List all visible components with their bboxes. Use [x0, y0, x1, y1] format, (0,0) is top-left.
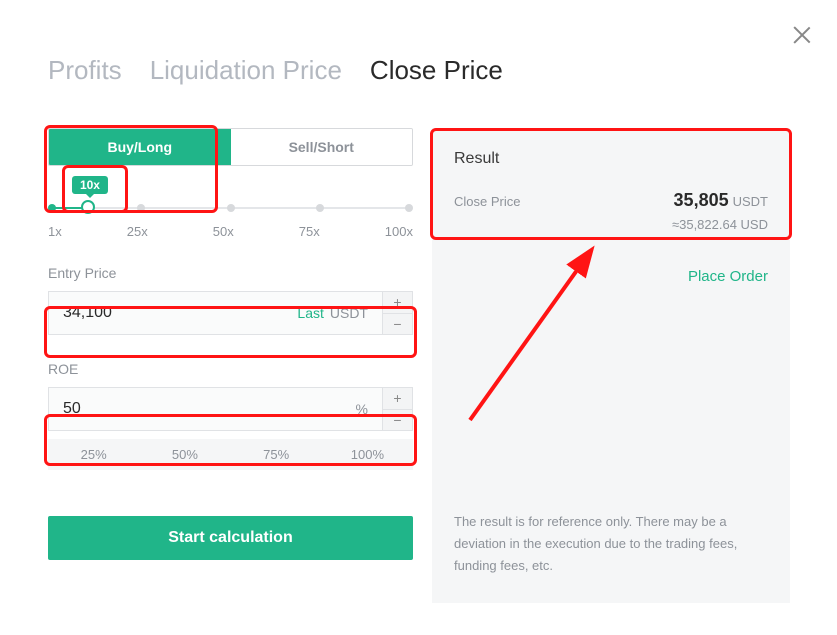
- entry-price-minus[interactable]: −: [383, 314, 412, 335]
- input-column: Buy/Long Sell/Short 10x 1x 25x 50x 75x 1…: [48, 128, 413, 560]
- result-disclaimer: The result is for reference only. There …: [454, 511, 768, 577]
- entry-price-value: 34,100: [63, 304, 297, 322]
- side-toggle: Buy/Long Sell/Short: [48, 128, 413, 166]
- leverage-handle[interactable]: [81, 200, 95, 214]
- roe-label: ROE: [48, 361, 413, 377]
- calculator-tabs: Profits Liquidation Price Close Price: [48, 55, 503, 86]
- leverage-tick[interactable]: [48, 204, 56, 212]
- roe-plus[interactable]: +: [383, 388, 412, 410]
- place-order-button[interactable]: Place Order: [454, 268, 768, 285]
- roe-quick-select: 25% 50% 75% 100%: [48, 439, 413, 470]
- roe-minus[interactable]: −: [383, 410, 412, 431]
- roe-group: ROE 50 % + − 25% 50% 75% 100%: [48, 361, 413, 470]
- entry-price-group: Entry Price 34,100 Last USDT + −: [48, 265, 413, 335]
- leverage-tick[interactable]: [316, 204, 324, 212]
- entry-price-input[interactable]: 34,100 Last USDT: [49, 292, 382, 334]
- leverage-tick[interactable]: [137, 204, 145, 212]
- roe-input[interactable]: 50 %: [49, 388, 382, 430]
- sell-short-button[interactable]: Sell/Short: [231, 129, 413, 165]
- roe-quick-50[interactable]: 50%: [139, 439, 230, 470]
- leverage-tick-label: 25x: [127, 224, 148, 239]
- leverage-tick[interactable]: [227, 204, 235, 212]
- tab-close-price[interactable]: Close Price: [370, 55, 503, 86]
- leverage-tick-label: 100x: [385, 224, 413, 239]
- leverage-slider[interactable]: 10x 1x 25x 50x 75x 100x: [48, 204, 413, 239]
- close-price-unit: USDT: [733, 194, 768, 209]
- tab-liquidation-price[interactable]: Liquidation Price: [150, 55, 342, 86]
- result-panel: Result Close Price 35,805 USDT ≈35,822.64…: [432, 128, 790, 603]
- leverage-tick-label: 1x: [48, 224, 62, 239]
- close-icon[interactable]: [791, 24, 813, 46]
- roe-value: 50: [63, 400, 356, 418]
- roe-quick-75[interactable]: 75%: [231, 439, 322, 470]
- leverage-tick[interactable]: [405, 204, 413, 212]
- entry-price-plus[interactable]: +: [383, 292, 412, 314]
- result-title: Result: [454, 150, 768, 168]
- buy-long-button[interactable]: Buy/Long: [49, 129, 231, 165]
- leverage-tick-label: 75x: [299, 224, 320, 239]
- leverage-badge: 10x: [72, 176, 108, 194]
- start-calculation-button[interactable]: Start calculation: [48, 516, 413, 560]
- roe-unit: %: [356, 401, 368, 417]
- leverage-tick-label: 50x: [213, 224, 234, 239]
- close-price-approx: ≈35,822.64 USD: [454, 217, 768, 232]
- close-price-value: 35,805: [674, 190, 729, 210]
- entry-price-unit: USDT: [330, 305, 368, 321]
- close-price-label: Close Price: [454, 194, 520, 209]
- last-price-button[interactable]: Last: [297, 305, 323, 321]
- leverage-labels: 1x 25x 50x 75x 100x: [48, 224, 413, 239]
- roe-quick-25[interactable]: 25%: [48, 439, 139, 470]
- entry-price-label: Entry Price: [48, 265, 413, 281]
- tab-profits[interactable]: Profits: [48, 55, 122, 86]
- roe-quick-100[interactable]: 100%: [322, 439, 413, 470]
